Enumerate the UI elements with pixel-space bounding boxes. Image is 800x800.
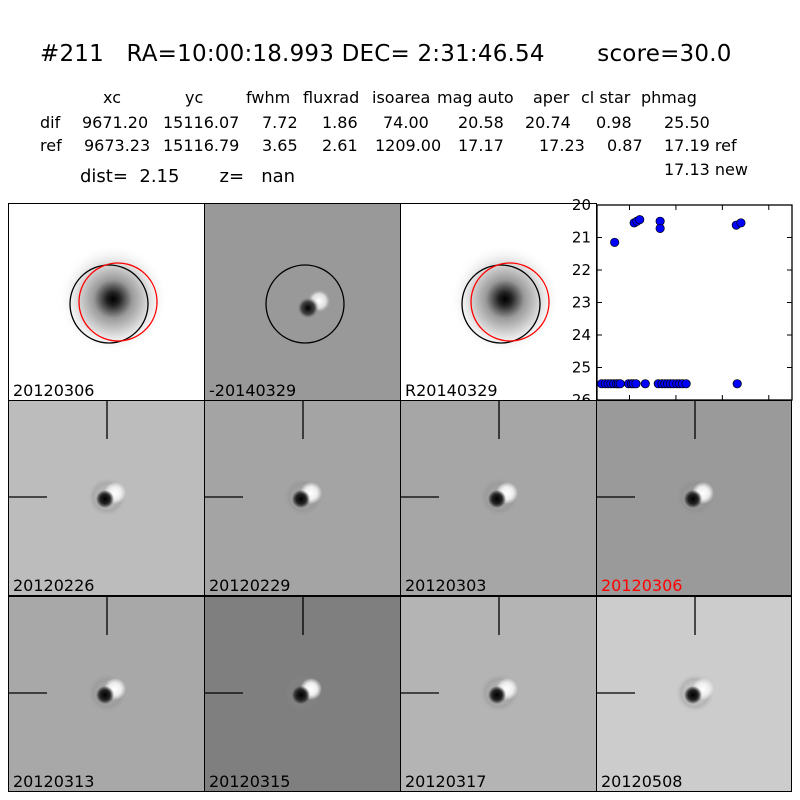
stamp-panel: 20120229 bbox=[204, 400, 401, 596]
cell: 9671.20 bbox=[82, 113, 149, 132]
stamp-panel: 20120313 bbox=[8, 596, 205, 792]
stamp-image bbox=[597, 597, 791, 791]
stamp-image bbox=[9, 204, 204, 400]
cell: 0.87 bbox=[607, 136, 643, 155]
cell: 0.98 bbox=[596, 113, 632, 132]
plot-points bbox=[597, 215, 746, 389]
col-cl-star: cl star bbox=[581, 88, 631, 107]
stamp-image bbox=[205, 597, 400, 791]
stamp-panel: 20120306 bbox=[596, 400, 792, 596]
y-tick-label: 25 bbox=[572, 359, 591, 377]
cell: 17.19 ref bbox=[664, 136, 737, 155]
cell: 7.72 bbox=[262, 113, 298, 132]
cell: 74.00 bbox=[383, 113, 429, 132]
stamp-panel-diff: -20140329 bbox=[204, 203, 401, 401]
cell: 25.50 bbox=[664, 113, 710, 132]
y-tick-label: 20 bbox=[572, 196, 591, 214]
y-tick-label: 22 bbox=[572, 261, 591, 279]
stamp-panel-new: 20120306 bbox=[8, 203, 205, 401]
plot-frame bbox=[596, 204, 793, 401]
panel-label: 20120226 bbox=[13, 576, 95, 595]
stamp-image bbox=[205, 204, 400, 400]
data-point bbox=[736, 218, 746, 228]
cell: 20.58 bbox=[458, 113, 504, 132]
row-name: ref bbox=[40, 136, 62, 155]
stamp-image bbox=[401, 204, 596, 400]
panel-label: 20120229 bbox=[209, 576, 291, 595]
phmag-new: 17.13 new bbox=[664, 160, 748, 179]
col-isoarea: isoarea bbox=[372, 88, 431, 107]
stamp-image bbox=[9, 597, 204, 791]
y-tick-label: 24 bbox=[572, 326, 591, 344]
cell: 15116.79 bbox=[163, 136, 240, 155]
data-point bbox=[655, 223, 665, 233]
stamp-panel: 20120508 bbox=[596, 596, 792, 792]
col-fwhm: fwhm bbox=[246, 88, 291, 107]
panel-label: 20120508 bbox=[601, 772, 683, 791]
panel-label: 20120306 bbox=[13, 381, 95, 400]
col-yc: yc bbox=[185, 88, 204, 107]
cell: 15116.07 bbox=[163, 113, 240, 132]
cell: 2.61 bbox=[322, 136, 358, 155]
stamp-panel: 20120226 bbox=[8, 400, 205, 596]
panel-label: 20120306 bbox=[601, 576, 683, 595]
data-point bbox=[681, 379, 691, 389]
data-point bbox=[640, 379, 650, 389]
cell: 1.86 bbox=[322, 113, 358, 132]
col-xc: xc bbox=[103, 88, 121, 107]
stamp-image bbox=[9, 401, 204, 595]
panel-label: -20140329 bbox=[209, 381, 297, 400]
cell: 20.74 bbox=[525, 113, 571, 132]
stamp-panel: 20120317 bbox=[400, 596, 597, 792]
panel-label: 20120303 bbox=[405, 576, 487, 595]
stamp-panel: 20120303 bbox=[400, 400, 597, 596]
panel-label: 20120317 bbox=[405, 772, 487, 791]
col-mag-auto: mag auto bbox=[437, 88, 514, 107]
col-aper: aper bbox=[533, 88, 570, 107]
panel-label: 20120313 bbox=[13, 772, 95, 791]
cell: 3.65 bbox=[262, 136, 298, 155]
stamp-image bbox=[205, 401, 400, 595]
cell: 17.17 bbox=[458, 136, 504, 155]
y-tick-label: 21 bbox=[572, 229, 591, 247]
page-title: #211 RA=10:00:18.993 DEC= 2:31:46.54 sco… bbox=[40, 41, 732, 67]
panel-label: R20140329 bbox=[405, 381, 498, 400]
cell: 9673.23 bbox=[84, 136, 151, 155]
data-point bbox=[732, 379, 742, 389]
dist-line: dist= 2.15 z= nan bbox=[80, 166, 296, 187]
stamp-image bbox=[597, 401, 791, 595]
cell: 1209.00 bbox=[375, 136, 442, 155]
row-name: dif bbox=[40, 113, 61, 132]
data-point bbox=[631, 379, 641, 389]
col-phmag: phmag bbox=[641, 88, 697, 107]
col-fluxrad: fluxrad bbox=[303, 88, 360, 107]
stamp-image bbox=[401, 597, 596, 791]
panel-label: 20120315 bbox=[209, 772, 291, 791]
stamp-panel-ref: R20140329 bbox=[400, 203, 597, 401]
y-tick-label: 23 bbox=[572, 294, 591, 312]
data-point bbox=[610, 237, 620, 247]
data-point bbox=[635, 215, 645, 225]
cell: 17.23 bbox=[539, 136, 585, 155]
stamp-image bbox=[401, 401, 596, 595]
stamp-panel: 20120315 bbox=[204, 596, 401, 792]
data-point bbox=[615, 379, 625, 389]
